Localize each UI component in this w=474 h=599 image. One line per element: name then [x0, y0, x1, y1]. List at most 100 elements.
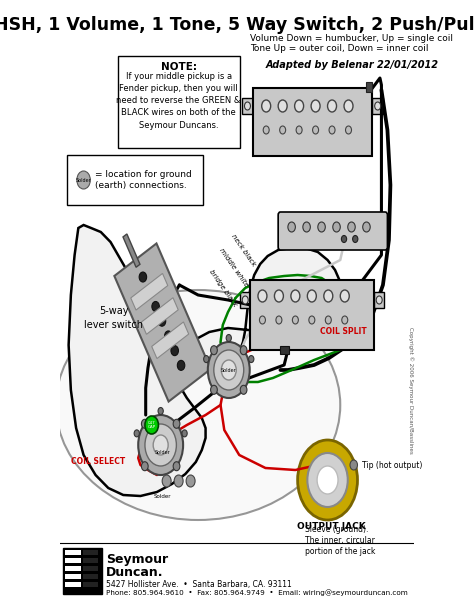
Text: 047
CAP: 047 CAP: [147, 420, 156, 429]
Text: Tip (hot output): Tip (hot output): [362, 461, 422, 470]
Circle shape: [134, 430, 139, 437]
Circle shape: [328, 100, 337, 112]
Circle shape: [303, 222, 310, 232]
Circle shape: [153, 435, 168, 455]
Circle shape: [318, 222, 325, 232]
Bar: [374, 292, 384, 308]
Circle shape: [158, 316, 166, 326]
Circle shape: [278, 100, 287, 112]
Circle shape: [350, 460, 357, 470]
Circle shape: [375, 102, 381, 110]
Circle shape: [311, 100, 320, 112]
Circle shape: [307, 290, 316, 302]
Bar: [83, 582, 98, 587]
Circle shape: [162, 475, 171, 487]
Circle shape: [240, 346, 247, 355]
Text: OUTPUT JACK: OUTPUT JACK: [297, 522, 365, 531]
Circle shape: [346, 126, 352, 134]
Bar: [152, 322, 189, 359]
Circle shape: [141, 462, 148, 471]
Bar: [82, 548, 101, 594]
Circle shape: [145, 416, 158, 434]
Bar: [67, 155, 203, 205]
Text: Tone Up = outer coil, Down = inner coil: Tone Up = outer coil, Down = inner coil: [250, 44, 429, 53]
Circle shape: [342, 316, 348, 324]
Circle shape: [210, 346, 217, 355]
Bar: [83, 558, 98, 563]
Text: bridge black: bridge black: [208, 268, 238, 307]
Circle shape: [77, 171, 91, 189]
Circle shape: [242, 296, 248, 304]
Circle shape: [333, 222, 340, 232]
Circle shape: [214, 350, 244, 390]
Circle shape: [139, 272, 146, 282]
Text: 5427 Hollister Ave.  •  Santa Barbara, CA. 93111: 5427 Hollister Ave. • Santa Barbara, CA.…: [106, 580, 292, 589]
Bar: [373, 98, 383, 114]
Circle shape: [292, 316, 298, 324]
Text: 5-way
lever switch: 5-way lever switch: [84, 307, 143, 329]
Text: middle white: middle white: [218, 247, 249, 288]
Circle shape: [158, 407, 163, 415]
Circle shape: [344, 100, 353, 112]
Bar: [123, 234, 140, 267]
Circle shape: [226, 334, 231, 341]
Circle shape: [146, 287, 153, 297]
Circle shape: [274, 290, 283, 302]
Text: Seymour: Seymour: [106, 553, 168, 566]
Text: NOTE:: NOTE:: [161, 62, 197, 72]
Circle shape: [298, 440, 357, 520]
Ellipse shape: [56, 290, 340, 520]
Circle shape: [341, 235, 346, 243]
Bar: [65, 566, 82, 571]
Bar: [366, 82, 373, 92]
Circle shape: [249, 356, 254, 362]
Text: = location for ground
(earth) connections.: = location for ground (earth) connection…: [95, 170, 191, 190]
Bar: [240, 292, 250, 308]
Circle shape: [173, 462, 180, 471]
Circle shape: [177, 361, 185, 370]
Circle shape: [204, 356, 209, 362]
Bar: [250, 280, 374, 350]
Bar: [64, 548, 102, 594]
Text: If your middle pickup is a
Fender pickup, then you will
need to reverse the GREE: If your middle pickup is a Fender pickup…: [117, 72, 241, 129]
Text: Volume Down = humbucker, Up = single coil: Volume Down = humbucker, Up = single coi…: [250, 34, 454, 43]
Circle shape: [245, 102, 250, 110]
Text: Duncan.: Duncan.: [106, 566, 164, 579]
Circle shape: [208, 342, 250, 398]
Circle shape: [258, 290, 267, 302]
Circle shape: [240, 385, 247, 394]
Circle shape: [138, 415, 183, 475]
Circle shape: [317, 466, 338, 494]
Circle shape: [348, 222, 355, 232]
Circle shape: [263, 126, 269, 134]
Circle shape: [288, 222, 295, 232]
Bar: [281, 346, 290, 354]
Circle shape: [174, 475, 183, 487]
Circle shape: [145, 424, 176, 466]
Circle shape: [141, 419, 148, 428]
Bar: [118, 56, 240, 148]
Circle shape: [262, 100, 271, 112]
Text: neck black: neck black: [230, 233, 257, 267]
Text: Solder: Solder: [154, 495, 171, 500]
Circle shape: [280, 126, 286, 134]
Circle shape: [210, 385, 217, 394]
Polygon shape: [69, 225, 343, 496]
Text: COIL SPLIT: COIL SPLIT: [320, 328, 367, 337]
Bar: [114, 243, 211, 401]
Text: Sleeve (ground).
The inner, circular
portion of the jack: Sleeve (ground). The inner, circular por…: [305, 525, 375, 556]
Circle shape: [295, 100, 304, 112]
Bar: [253, 88, 373, 156]
Circle shape: [363, 222, 370, 232]
Circle shape: [182, 430, 187, 437]
Circle shape: [221, 360, 236, 380]
Bar: [65, 574, 82, 579]
Bar: [242, 98, 253, 114]
Text: Solder: Solder: [76, 177, 91, 183]
Circle shape: [296, 126, 302, 134]
Text: Copyright © 2006 Seymour Duncan/Basslines: Copyright © 2006 Seymour Duncan/Bassline…: [408, 326, 413, 453]
Bar: [83, 550, 98, 555]
Circle shape: [291, 290, 300, 302]
Circle shape: [152, 301, 159, 311]
Text: COIL SELECT: COIL SELECT: [72, 458, 126, 467]
